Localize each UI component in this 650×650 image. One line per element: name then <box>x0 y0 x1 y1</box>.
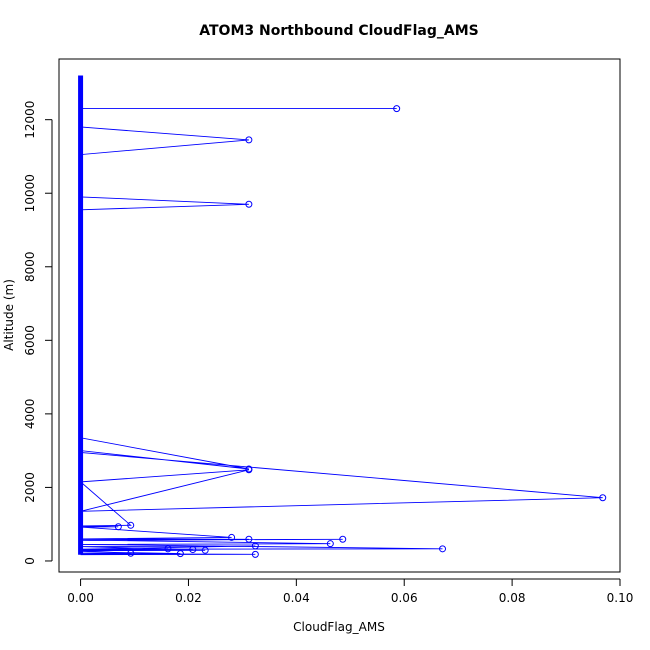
y-tick-label: 8000 <box>23 252 37 283</box>
data-point <box>251 550 259 558</box>
y-axis: 0 2000 4000 6000 8000 10000 12000 <box>23 101 53 565</box>
data-point <box>245 466 253 474</box>
y-tick-label: 12000 <box>23 101 37 139</box>
data-point <box>201 546 209 554</box>
y-tick-label: 4000 <box>23 399 37 430</box>
x-tick-label: 0.04 <box>283 591 310 605</box>
data-point <box>599 494 607 502</box>
data-point <box>245 200 253 208</box>
data-point <box>228 533 236 541</box>
chart-title: ATOM3 Northbound CloudFlag_AMS <box>199 23 478 39</box>
data-point <box>251 542 259 550</box>
data-point <box>393 105 401 113</box>
data-point <box>339 535 347 543</box>
x-axis: 0.00 0.02 0.04 0.06 0.08 0.10 <box>67 578 634 605</box>
data-point <box>245 535 253 543</box>
y-tick-label: 6000 <box>23 325 37 356</box>
data-point <box>245 136 253 144</box>
data-point <box>127 521 135 529</box>
x-tick-label: 0.06 <box>391 591 418 605</box>
y-tick-label: 2000 <box>23 472 37 503</box>
x-tick-label: 0.02 <box>175 591 202 605</box>
y-tick-label: 0 <box>23 557 37 565</box>
data-point <box>326 540 334 548</box>
data-point <box>127 549 135 557</box>
data-point <box>439 545 447 553</box>
series-line <box>79 75 603 556</box>
x-tick-label: 0.10 <box>607 591 634 605</box>
data-point <box>164 545 172 553</box>
x-tick-label: 0.08 <box>499 591 526 605</box>
data-point <box>176 550 184 558</box>
data-point <box>114 523 122 531</box>
y-tick-label: 10000 <box>23 174 37 212</box>
data-point <box>189 546 197 554</box>
plot-frame <box>58 58 621 573</box>
y-axis-label: Altitude (m) <box>2 279 16 351</box>
series-layer <box>78 75 607 558</box>
x-axis-label: CloudFlag_AMS <box>293 620 385 634</box>
x-tick-label: 0.00 <box>67 591 94 605</box>
